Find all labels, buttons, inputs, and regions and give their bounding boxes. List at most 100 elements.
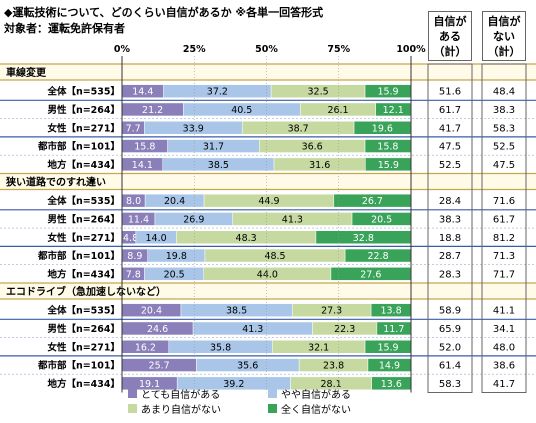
not-confident-total-value: 48.4	[493, 87, 515, 98]
bar-value-label: 33.9	[183, 123, 204, 134]
legend-swatch	[268, 404, 277, 413]
bar-value-label: 14.9	[379, 361, 400, 372]
row-label: 地方【n=434】	[47, 378, 120, 390]
confident-total-value: 28.3	[439, 269, 461, 280]
bar-value-label: 21.2	[142, 105, 163, 116]
not-confident-column-box	[481, 63, 527, 393]
header-confident-line1: 自信が	[433, 14, 467, 28]
group-title: エコドライブ（急加速しないなど）	[6, 285, 166, 298]
header-confident-total: 自信が ある （計）	[428, 11, 472, 61]
bar-value-label: 26.7	[362, 196, 383, 207]
confident-total-value: 52.5	[439, 160, 461, 171]
bar-value-label: 23.8	[323, 361, 344, 372]
not-confident-total-value: 38.6	[493, 361, 515, 372]
not-confident-total-value: 71.3	[493, 251, 515, 262]
header-confident-line3: （計）	[433, 44, 467, 58]
header-not-confident-total: 自信が ない （計）	[482, 11, 526, 61]
confident-column-box	[427, 63, 473, 393]
not-confident-total-value: 47.5	[493, 160, 515, 171]
bar-value-label: 19.1	[139, 379, 160, 390]
confident-total-value: 61.4	[439, 361, 461, 372]
not-confident-total-value: 48.0	[493, 342, 515, 353]
bar-value-label: 25.7	[149, 361, 170, 372]
bar-value-label: 12.1	[383, 105, 404, 116]
bar-value-label: 7.8	[126, 269, 141, 280]
legend-label: あまり自信がない	[141, 403, 221, 416]
header-not-confident-line1: 自信が	[487, 14, 521, 28]
confident-total-value: 58.3	[439, 379, 461, 390]
bar-value-label: 20.4	[164, 196, 185, 207]
x-tick-label: 0%	[114, 44, 131, 55]
header-not-confident-line2: ない	[493, 29, 515, 43]
legend-swatch	[128, 389, 137, 398]
bar-value-label: 11.4	[128, 214, 149, 225]
row-label: 全体【n=535】	[46, 305, 120, 317]
bar-value-label: 38.5	[208, 160, 229, 171]
x-tick-label: 100%	[396, 44, 426, 55]
bar-value-label: 35.8	[210, 342, 231, 353]
not-confident-total-value: 58.3	[493, 123, 515, 134]
row-label: 全体【n=535】	[46, 86, 120, 98]
bar-value-label: 11.7	[383, 324, 404, 335]
bar-value-label: 14.4	[132, 87, 153, 98]
group-band	[0, 64, 536, 80]
bar-value-label: 4.8	[123, 233, 138, 244]
bar-value-label: 14.1	[132, 160, 153, 171]
not-confident-total-value: 52.5	[493, 142, 515, 153]
row-label: 男性【n=264】	[47, 104, 120, 116]
bar-value-label: 7.7	[126, 123, 141, 134]
x-tick-label: 75%	[327, 44, 350, 55]
row-label: 全体【n=535】	[46, 195, 120, 207]
not-confident-total-value: 34.1	[493, 324, 515, 335]
bar-value-label: 44.0	[257, 269, 278, 280]
confident-total-value: 52.0	[439, 342, 461, 353]
bar-value-label: 15.9	[378, 160, 399, 171]
legend-swatch	[128, 404, 137, 413]
chart-subtitle: 対象者：運転免許保有者	[4, 22, 125, 35]
bar-value-label: 14.0	[146, 233, 167, 244]
chart-title: ◆運転技術について、どのくらい自信があるか ※各単一回答形式	[4, 6, 324, 19]
not-confident-total-value: 41.7	[493, 379, 515, 390]
bar-value-label: 8.0	[126, 196, 141, 207]
bar-value-label: 31.6	[309, 160, 330, 171]
bar-value-label: 19.8	[166, 251, 187, 262]
header-confident-line2: ある	[439, 29, 461, 43]
bar-value-label: 20.4	[141, 306, 162, 317]
x-tick-label: 25%	[183, 44, 206, 55]
bar-value-label: 41.3	[282, 214, 303, 225]
confident-total-value: 38.3	[439, 214, 461, 225]
row-label: 都市部【n=101】	[37, 250, 120, 262]
bar-value-label: 48.3	[236, 233, 257, 244]
row-label: 地方【n=434】	[47, 268, 120, 280]
group-band	[0, 283, 536, 299]
bar-value-label: 22.3	[334, 324, 355, 335]
bar-value-label: 48.5	[264, 251, 285, 262]
confident-total-value: 65.9	[439, 324, 461, 335]
group-title: 狭い道路でのすれ違い	[5, 176, 106, 189]
confident-total-value: 47.5	[439, 142, 461, 153]
row-label: 都市部【n=101】	[37, 360, 120, 372]
bar-value-label: 32.1	[308, 342, 329, 353]
bar-value-label: 39.2	[223, 379, 244, 390]
confident-total-value: 58.9	[439, 306, 461, 317]
not-confident-total-value: 38.3	[493, 105, 515, 116]
not-confident-total-value: 41.1	[493, 306, 515, 317]
bar-value-label: 28.1	[321, 379, 342, 390]
bar-value-label: 35.6	[237, 361, 258, 372]
bar-value-label: 41.3	[242, 324, 263, 335]
legend-label: とても自信がある	[141, 388, 220, 401]
row-label: 女性【n=271】	[47, 341, 120, 353]
bar-value-label: 32.8	[353, 233, 374, 244]
legend-swatch	[268, 389, 277, 398]
bar-value-label: 13.8	[380, 306, 401, 317]
row-label: 男性【n=264】	[47, 213, 120, 225]
bar-value-label: 31.7	[203, 142, 224, 153]
bar-value-label: 15.8	[134, 142, 155, 153]
confident-total-value: 28.4	[439, 196, 461, 207]
bar-value-label: 36.6	[302, 142, 323, 153]
row-label: 都市部【n=101】	[37, 141, 120, 153]
bar-value-label: 40.5	[231, 105, 252, 116]
bar-value-label: 15.9	[377, 342, 398, 353]
bar-value-label: 20.5	[371, 214, 392, 225]
bar-value-label: 26.1	[327, 105, 348, 116]
